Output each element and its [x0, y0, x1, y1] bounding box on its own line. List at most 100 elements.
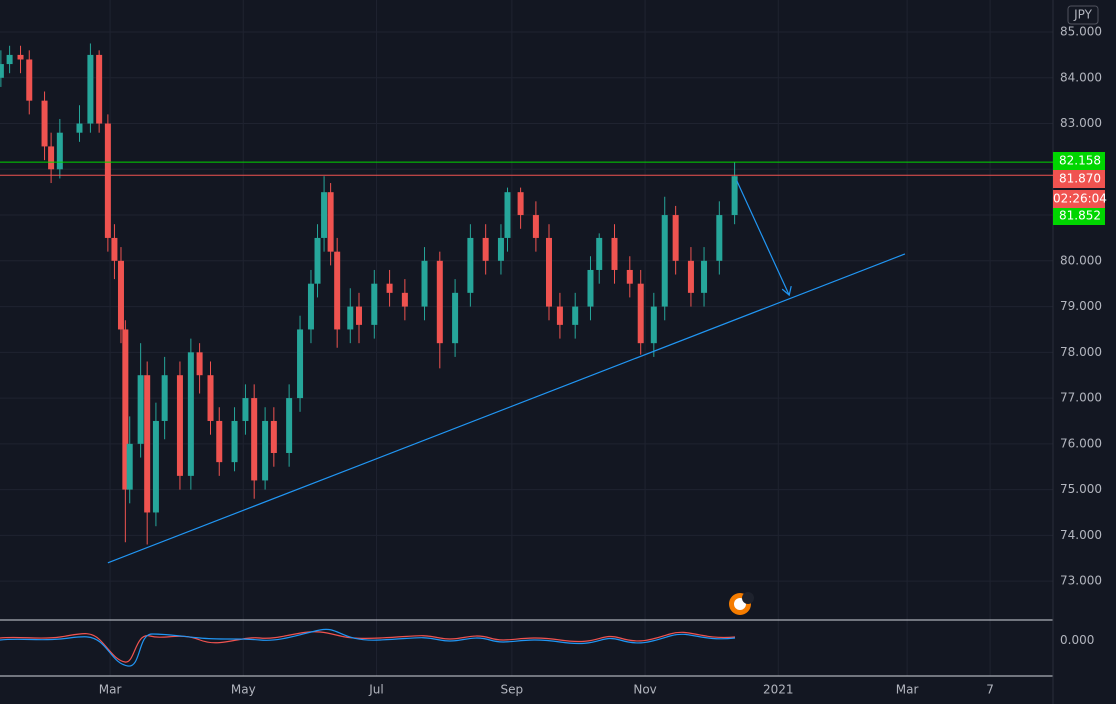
grid — [0, 0, 1053, 676]
candle-body — [0, 64, 4, 78]
trendline — [107, 253, 906, 564]
x-tick-label: Nov — [633, 683, 656, 697]
candle-body — [611, 237, 618, 270]
candle-body — [327, 192, 334, 252]
y-tick-label: 80.000 — [1060, 253, 1102, 267]
candle-body — [650, 306, 657, 344]
candle-body — [297, 329, 304, 399]
candle-body — [242, 398, 249, 421]
candle-body — [334, 251, 341, 330]
candle-body — [96, 54, 103, 124]
price-label-box — [1053, 170, 1105, 188]
countdown-box — [1053, 190, 1105, 208]
x-tick-label: Jul — [368, 683, 383, 697]
candle-body — [421, 260, 428, 307]
candle-body — [126, 443, 133, 490]
candle-body — [26, 59, 33, 101]
countdown: 02:26:04 — [1053, 192, 1107, 206]
candle-body — [371, 283, 378, 325]
x-tick-label: Mar — [896, 683, 919, 697]
candle-body — [6, 54, 13, 65]
marks — [0, 43, 738, 545]
candle-body — [207, 375, 214, 421]
candle-body — [152, 420, 159, 513]
candle-body — [286, 398, 293, 453]
candle-body — [517, 192, 524, 216]
y-tick-label: 84.000 — [1060, 70, 1102, 84]
candle-body — [161, 375, 168, 421]
candle-body — [117, 260, 124, 330]
x-tick-label: Sep — [501, 683, 524, 697]
candle-body — [436, 260, 443, 344]
candle-body — [386, 283, 393, 293]
events-count — [742, 592, 754, 604]
candle-body — [144, 375, 151, 513]
candle-body — [87, 54, 94, 124]
y-tick-label: 78.000 — [1060, 345, 1102, 359]
candle-body — [231, 420, 238, 463]
y-tick-label: 79.000 — [1060, 299, 1102, 313]
candle-body — [104, 123, 111, 238]
candle-body — [122, 329, 129, 490]
oscillator-line — [0, 631, 736, 663]
candle-body — [556, 306, 563, 325]
candle-body — [356, 306, 363, 325]
candle-body — [572, 306, 579, 325]
y-tick-label: 77.000 — [1060, 391, 1102, 405]
candle-body — [482, 237, 489, 261]
candle-body — [48, 146, 55, 170]
candle-body — [251, 398, 258, 481]
currency-label: JPY — [1073, 8, 1093, 22]
candle-body — [504, 192, 511, 238]
price-label-box — [1053, 207, 1105, 225]
candle-body — [56, 132, 63, 170]
candle-body — [216, 420, 223, 463]
candle-body — [347, 306, 354, 330]
candle-body — [545, 237, 552, 307]
candle-body — [626, 269, 633, 284]
candle-body — [270, 420, 277, 453]
candle-body — [532, 215, 539, 238]
candle-body — [716, 215, 723, 261]
candle-body — [196, 352, 203, 376]
candle-body — [137, 375, 144, 444]
candle-body — [672, 215, 679, 261]
x-tick-label: 7 — [986, 683, 994, 697]
candle-body — [596, 237, 603, 270]
candle-body — [17, 54, 24, 60]
y-tick-label: 83.000 — [1060, 116, 1102, 130]
candle-body — [637, 283, 644, 344]
price-label: 81.870 — [1059, 172, 1101, 186]
candle-body — [401, 292, 408, 307]
candle-body — [76, 123, 83, 133]
y-tick-label: 75.000 — [1060, 482, 1102, 496]
price-label: 81.852 — [1059, 209, 1101, 223]
arrow — [736, 180, 790, 296]
oscillator-signal — [0, 628, 736, 667]
price-label: 82.158 — [1059, 154, 1101, 168]
candle-body — [452, 292, 459, 344]
arrow-head — [781, 285, 792, 297]
candle-body — [701, 260, 708, 293]
candle-body — [731, 176, 738, 216]
candle-body — [314, 237, 321, 284]
candle-body — [467, 237, 474, 293]
y-tick-label: 76.000 — [1060, 436, 1102, 450]
candle-body — [497, 237, 504, 261]
y-tick-label: 73.000 — [1060, 574, 1102, 588]
candle-body — [587, 269, 594, 307]
candle-body — [187, 352, 194, 476]
candle-body — [687, 260, 694, 293]
x-tick-label: 2021 — [763, 683, 794, 697]
price-label-box — [1053, 152, 1105, 170]
candle-body — [111, 237, 118, 261]
x-tick-label: Mar — [99, 683, 122, 697]
y-tick-label: 85.000 — [1060, 25, 1102, 39]
osc-tick-label: 0.000 — [1060, 633, 1094, 647]
y-tick-label: 74.000 — [1060, 528, 1102, 542]
candle-body — [661, 215, 668, 307]
candle-body — [262, 420, 269, 481]
x-tick-label: May — [231, 683, 256, 697]
